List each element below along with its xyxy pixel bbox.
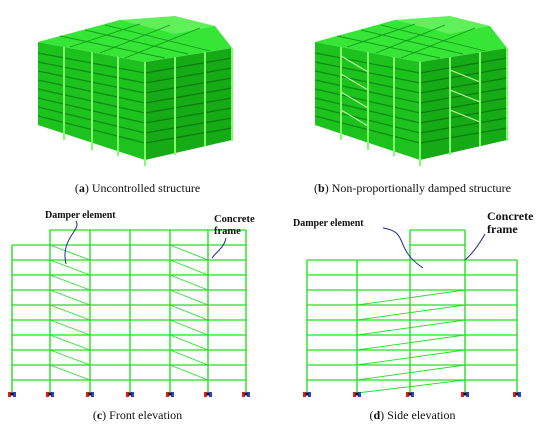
support-marker (86, 392, 89, 397)
damper-brace (169, 244, 209, 261)
support-marker (13, 392, 16, 397)
damper-brace (169, 319, 209, 336)
damper-brace (49, 244, 91, 261)
damper-brace (49, 334, 91, 351)
frame-label: Concrete (487, 209, 534, 223)
damper-brace (169, 274, 209, 291)
damper-brace (356, 304, 466, 321)
damper-brace (356, 319, 466, 336)
support-marker (131, 392, 134, 397)
support-marker (518, 392, 521, 397)
support-marker (91, 392, 94, 397)
support-marker (209, 392, 212, 397)
support-node (48, 392, 52, 396)
support-node (463, 392, 467, 396)
frame-leader-line (211, 237, 227, 259)
support-marker (353, 392, 356, 397)
support-marker (126, 392, 129, 397)
caption-a: (a) Uncontrolled structure (74, 181, 201, 195)
caption-d-letter: d (373, 408, 381, 422)
support-node (10, 392, 14, 396)
damper-brace (356, 289, 466, 306)
damper-leader-line (64, 220, 78, 265)
damper-brace (49, 274, 91, 291)
support-node (88, 392, 92, 396)
support-marker (466, 392, 469, 397)
damper-brace (169, 289, 209, 306)
damper-brace (169, 304, 209, 321)
frame-leader-line (464, 233, 486, 261)
support-node (244, 392, 248, 396)
caption-a-text: Uncontrolled structure (91, 181, 201, 195)
support-marker (406, 392, 409, 397)
caption-c-letter: c (96, 408, 103, 422)
damper-brace (169, 349, 209, 366)
panel-a-3d-model (37, 16, 233, 166)
support-node (168, 392, 172, 396)
caption-c: (c) Front elevation (92, 408, 183, 422)
damper-label: Damper element (293, 218, 364, 229)
damper-brace (49, 319, 91, 336)
building-3d-uncontrolled (37, 16, 233, 166)
support-marker (8, 392, 11, 397)
caption-c-text: Front elevation (109, 408, 183, 422)
caption-b: (b) Non-proportionally damped structure (314, 181, 511, 195)
support-marker (461, 392, 464, 397)
damper-brace (49, 349, 91, 366)
damper-brace (49, 259, 91, 276)
support-marker (171, 392, 174, 397)
support-node (206, 392, 210, 396)
support-marker (513, 392, 516, 397)
damper-leader-line (382, 227, 424, 269)
caption-d-text: Side elevation (387, 408, 456, 422)
support-marker (303, 392, 306, 397)
caption-a-letter: a (78, 181, 85, 195)
support-node (128, 392, 132, 396)
support-marker (308, 392, 311, 397)
frame-label: frame (487, 222, 518, 236)
support-node (305, 392, 309, 396)
caption-b-text: Non-proportionally damped structure (331, 181, 511, 195)
caption-b-letter: b (318, 181, 325, 195)
support-marker (411, 392, 414, 397)
support-marker (166, 392, 169, 397)
support-marker (242, 392, 245, 397)
caption-d: (d) Side elevation (369, 408, 456, 422)
support-marker (204, 392, 207, 397)
damper-brace (356, 364, 466, 381)
damper-brace (169, 334, 209, 351)
damper-label: Damper element (45, 210, 116, 221)
damper-brace (169, 364, 209, 381)
damper-brace (49, 289, 91, 306)
damper-brace (49, 304, 91, 321)
support-node (515, 392, 519, 396)
damper-brace (49, 364, 91, 381)
frame-label: Concrete (214, 214, 255, 225)
support-node (355, 392, 359, 396)
support-marker (46, 392, 49, 397)
support-marker (247, 392, 250, 397)
frame-label: frame (214, 226, 241, 237)
panel-b-3d-model (314, 16, 508, 166)
building-3d-damped (314, 16, 508, 166)
support-marker (358, 392, 361, 397)
support-marker (51, 392, 54, 397)
damper-brace (356, 349, 466, 366)
support-node (408, 392, 412, 396)
damper-brace (356, 334, 466, 351)
damper-brace (356, 379, 466, 394)
damper-brace (169, 259, 209, 276)
